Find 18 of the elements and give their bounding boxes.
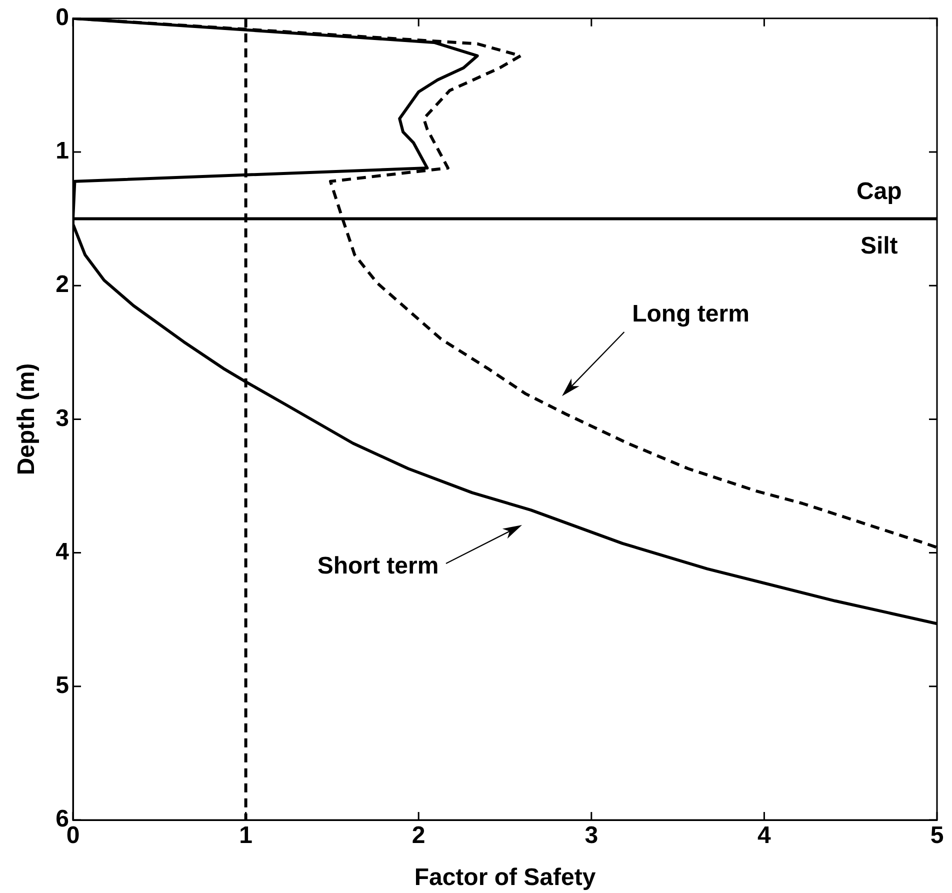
annotation: Long term — [632, 300, 750, 328]
y-tick-label: 1 — [56, 138, 69, 165]
y-tick-label: 0 — [56, 4, 69, 32]
y-tick-label: 2 — [56, 271, 69, 298]
x-tick-label: 4 — [758, 822, 772, 850]
annotation: Cap — [856, 178, 902, 205]
y-tick-label: 6 — [56, 806, 69, 833]
x-tick-label: 3 — [584, 822, 598, 850]
x-axis-title: Factor of Safety — [414, 864, 596, 892]
x-tick-label: 5 — [930, 822, 944, 850]
y-axis-title: Depth (m) — [13, 363, 40, 476]
x-tick-label: 2 — [412, 822, 426, 850]
y-tick-label: 5 — [56, 672, 69, 700]
annotation: Short term — [317, 552, 439, 580]
x-tick-label: 1 — [239, 822, 252, 850]
annotation: Silt — [860, 232, 898, 260]
y-tick-label: 3 — [56, 404, 69, 432]
y-tick-label: 4 — [56, 538, 70, 566]
